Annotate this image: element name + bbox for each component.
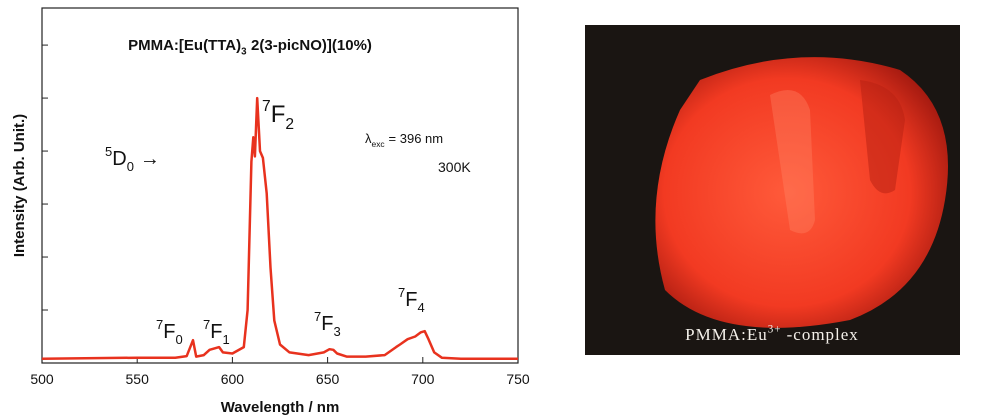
- text-part: 3: [241, 47, 247, 58]
- annotation: 7F4: [398, 285, 425, 315]
- x-tick-label: 750: [506, 371, 530, 387]
- shade: [860, 80, 905, 194]
- text-part: F: [271, 101, 286, 128]
- x-tick-label: 700: [411, 371, 435, 387]
- y-axis-label: Intensity (Arb. Unit.): [11, 114, 28, 257]
- text-part: 3+: [768, 323, 782, 335]
- text-part: = 396 nm: [389, 131, 444, 146]
- photo-caption: PMMA:Eu3+ -complex: [685, 323, 859, 344]
- x-axis-label: Wavelength / nm: [221, 399, 340, 416]
- annotation: λexc = 396 nm: [365, 131, 443, 149]
- text-part: 2(3-picNO)](10%): [251, 37, 372, 54]
- text-part: -complex: [787, 325, 859, 344]
- text-part: exc: [372, 139, 385, 149]
- text-part: PMMA:Eu: [685, 325, 768, 344]
- annotation: 7F2: [262, 98, 294, 133]
- x-tick-label: 600: [221, 371, 245, 387]
- text-part: D: [112, 148, 126, 170]
- text-part: F: [210, 321, 222, 343]
- chart-title: PMMA:[Eu(TTA)3 2(3-picNO)](10%): [128, 37, 372, 58]
- text-part: 1: [222, 332, 229, 347]
- plot-frame: [41, 7, 519, 364]
- text-part: 7: [203, 317, 210, 332]
- highlight: [770, 90, 815, 234]
- text-part: 7: [156, 317, 163, 332]
- photo: [585, 25, 960, 355]
- text-part: 3: [333, 324, 340, 339]
- text-part: 4: [417, 300, 424, 315]
- text-part: PMMA:[Eu(TTA): [128, 37, 241, 54]
- text-part: →: [140, 148, 160, 170]
- annotation: 7F0: [156, 317, 183, 347]
- text-part: 0: [127, 159, 134, 174]
- spectrum-line: [41, 96, 518, 361]
- text-part: λ: [365, 131, 372, 146]
- text-part: 2: [285, 116, 294, 133]
- text-part: 7: [262, 98, 271, 115]
- text-part: F: [321, 313, 333, 335]
- text-part: 0: [175, 332, 182, 347]
- text-part: F: [405, 289, 417, 311]
- text-part: 7: [398, 285, 405, 300]
- text-part: 7: [314, 309, 321, 324]
- annotation: 5D0 →: [105, 144, 160, 174]
- x-tick-label: 650: [316, 371, 340, 387]
- text-part: 300K: [438, 159, 471, 175]
- x-tick-label: 550: [126, 371, 150, 387]
- annotation: 7F3: [314, 309, 341, 339]
- text-part: 5: [105, 144, 112, 159]
- x-tick-label: 500: [30, 371, 54, 387]
- annotation: 7F1: [203, 317, 230, 347]
- text-part: F: [163, 321, 175, 343]
- annotation: 300K: [438, 159, 471, 175]
